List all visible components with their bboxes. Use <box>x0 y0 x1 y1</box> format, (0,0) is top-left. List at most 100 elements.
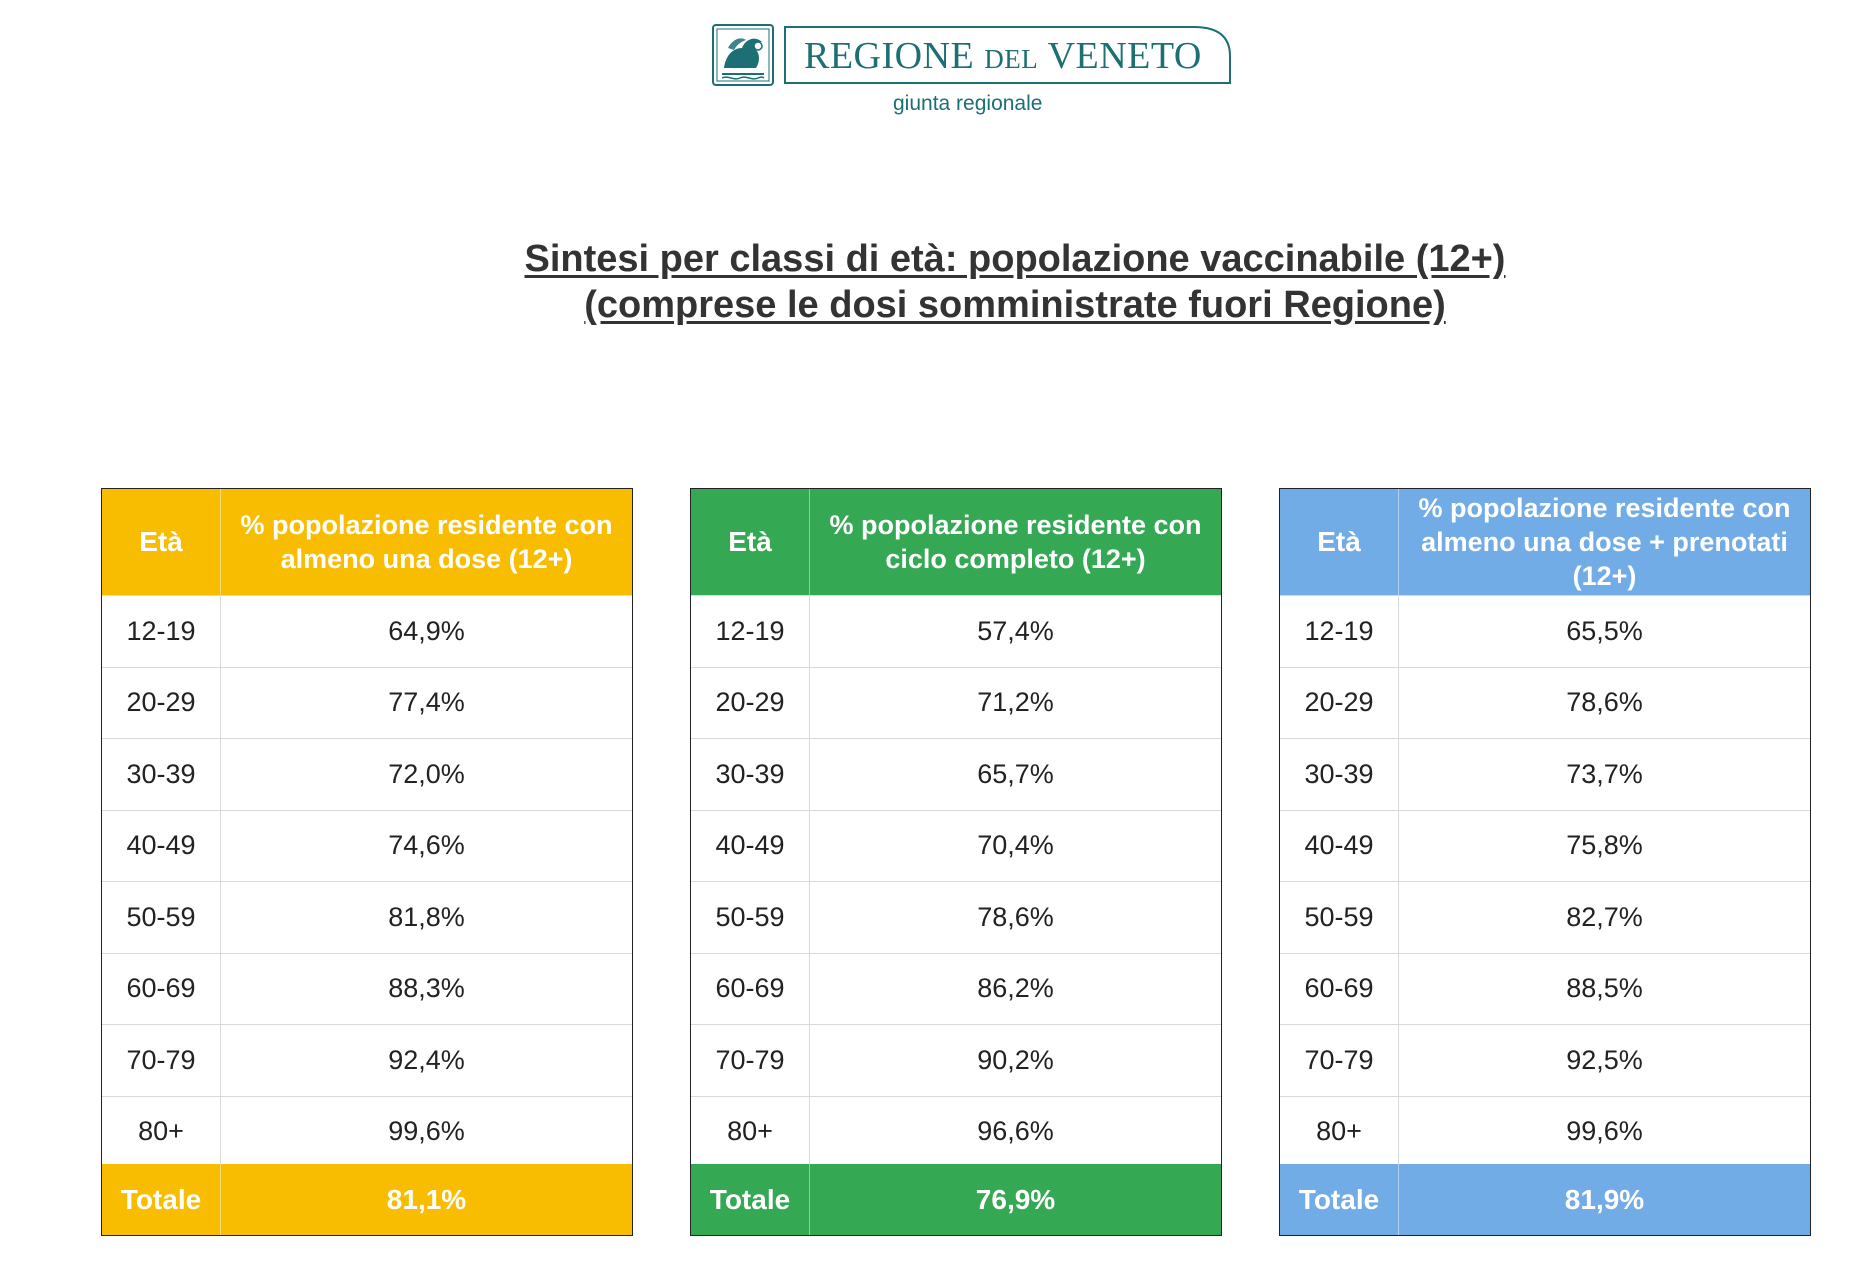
age-cell: 80+ <box>691 1096 810 1167</box>
table-row: 80+ 99,6% <box>102 1095 632 1167</box>
table-row: 20-29 78,6% <box>1280 666 1810 738</box>
table-header-row: Età % popolazione residente con almeno u… <box>1280 489 1810 595</box>
total-value: 81,9% <box>1564 1183 1645 1215</box>
value-cell: 72,0% <box>388 758 465 789</box>
age-cell: 70-79 <box>1280 1025 1399 1096</box>
value-cell: 92,5% <box>1566 1044 1643 1075</box>
table-full-cycle: Età % popolazione residente con ciclo co… <box>690 488 1222 1236</box>
value-cell: 88,5% <box>1566 973 1643 1004</box>
value-cell: 77,4% <box>388 687 465 718</box>
total-label: Totale <box>102 1164 221 1235</box>
value-cell: 64,9% <box>388 615 465 646</box>
age-cell: 30-39 <box>691 739 810 810</box>
total-value: 76,9% <box>975 1183 1056 1215</box>
age-cell: 50-59 <box>102 882 221 953</box>
value-cell: 70,4% <box>977 830 1054 861</box>
age-cell: 70-79 <box>691 1025 810 1096</box>
value-cell: 99,6% <box>388 1116 465 1147</box>
regione-veneto-logo: REGIONE DEL VENETO giunta regionale <box>712 24 1232 120</box>
table-row: 50-59 82,7% <box>1280 881 1810 953</box>
value-cell: 65,5% <box>1566 615 1643 646</box>
table-row: 80+ 96,6% <box>691 1095 1221 1167</box>
age-header: Età <box>1280 489 1399 595</box>
table-row: 40-49 70,4% <box>691 809 1221 881</box>
age-cell: 40-49 <box>1280 810 1399 881</box>
table-total-row: Totale 76,9% <box>691 1164 1221 1235</box>
value-cell: 73,7% <box>1566 758 1643 789</box>
age-cell: 80+ <box>102 1096 221 1167</box>
table-first-dose: Età % popolazione residente con almeno u… <box>101 488 633 1236</box>
table-row: 30-39 65,7% <box>691 738 1221 810</box>
table-row: 60-69 88,5% <box>1280 952 1810 1024</box>
value-cell: 86,2% <box>977 973 1054 1004</box>
table-row: 70-79 90,2% <box>691 1024 1221 1096</box>
age-cell: 12-19 <box>102 596 221 667</box>
total-label: Totale <box>1280 1164 1399 1235</box>
age-cell: 20-29 <box>691 667 810 738</box>
table-row: 20-29 71,2% <box>691 666 1221 738</box>
table-total-row: Totale 81,1% <box>102 1164 632 1235</box>
age-cell: 20-29 <box>1280 667 1399 738</box>
age-cell: 12-19 <box>1280 596 1399 667</box>
table-row: 12-19 65,5% <box>1280 595 1810 667</box>
table-row: 70-79 92,4% <box>102 1024 632 1096</box>
age-cell: 50-59 <box>1280 882 1399 953</box>
table-total-row: Totale 81,9% <box>1280 1164 1810 1235</box>
table-row: 50-59 81,8% <box>102 881 632 953</box>
value-cell: 78,6% <box>1566 687 1643 718</box>
table-header-row: Età % popolazione residente con almeno u… <box>102 489 632 595</box>
table-row: 60-69 86,2% <box>691 952 1221 1024</box>
value-header: % popolazione residente con almeno una d… <box>1418 493 1791 591</box>
page-title: Sintesi per classi di età: popolazione v… <box>390 236 1640 328</box>
table-row: 20-29 77,4% <box>102 666 632 738</box>
value-cell: 82,7% <box>1566 901 1643 932</box>
age-cell: 60-69 <box>1280 953 1399 1024</box>
title-line-2: (comprese le dosi somministrate fuori Re… <box>584 284 1446 326</box>
table-row: 12-19 64,9% <box>102 595 632 667</box>
age-header: Età <box>102 489 221 595</box>
age-header: Età <box>691 489 810 595</box>
value-cell: 74,6% <box>388 830 465 861</box>
age-cell: 60-69 <box>102 953 221 1024</box>
table-row: 30-39 72,0% <box>102 738 632 810</box>
value-cell: 78,6% <box>977 901 1054 932</box>
age-cell: 40-49 <box>691 810 810 881</box>
age-cell: 30-39 <box>102 739 221 810</box>
table-row: 50-59 78,6% <box>691 881 1221 953</box>
table-header-row: Età % popolazione residente con ciclo co… <box>691 489 1221 595</box>
age-cell: 12-19 <box>691 596 810 667</box>
age-cell: 30-39 <box>1280 739 1399 810</box>
age-cell: 40-49 <box>102 810 221 881</box>
value-cell: 81,8% <box>388 901 465 932</box>
value-cell: 65,7% <box>977 758 1054 789</box>
age-cell: 70-79 <box>102 1025 221 1096</box>
table-row: 70-79 92,5% <box>1280 1024 1810 1096</box>
total-label: Totale <box>691 1164 810 1235</box>
table-row: 40-49 75,8% <box>1280 809 1810 881</box>
value-header: % popolazione residente con ciclo comple… <box>829 510 1202 574</box>
value-cell: 96,6% <box>977 1116 1054 1147</box>
age-cell: 50-59 <box>691 882 810 953</box>
value-cell: 92,4% <box>388 1044 465 1075</box>
table-row: 80+ 99,6% <box>1280 1095 1810 1167</box>
value-cell: 75,8% <box>1566 830 1643 861</box>
age-cell: 60-69 <box>691 953 810 1024</box>
title-line-1: Sintesi per classi di età: popolazione v… <box>524 238 1506 280</box>
lion-of-saint-mark-icon <box>712 24 774 86</box>
value-header: % popolazione residente con almeno una d… <box>240 510 613 574</box>
table-row: 30-39 73,7% <box>1280 738 1810 810</box>
table-row: 40-49 74,6% <box>102 809 632 881</box>
age-cell: 80+ <box>1280 1096 1399 1167</box>
age-cell: 20-29 <box>102 667 221 738</box>
total-value: 81,1% <box>386 1183 467 1215</box>
table-row: 12-19 57,4% <box>691 595 1221 667</box>
value-cell: 99,6% <box>1566 1116 1643 1147</box>
logo-name: REGIONE DEL VENETO <box>804 35 1202 77</box>
value-cell: 71,2% <box>977 687 1054 718</box>
table-first-dose-plus-booked: Età % popolazione residente con almeno u… <box>1279 488 1811 1236</box>
value-cell: 88,3% <box>388 973 465 1004</box>
value-cell: 90,2% <box>977 1044 1054 1075</box>
logo-frame <box>784 26 1231 84</box>
table-row: 60-69 88,3% <box>102 952 632 1024</box>
value-cell: 57,4% <box>977 615 1054 646</box>
